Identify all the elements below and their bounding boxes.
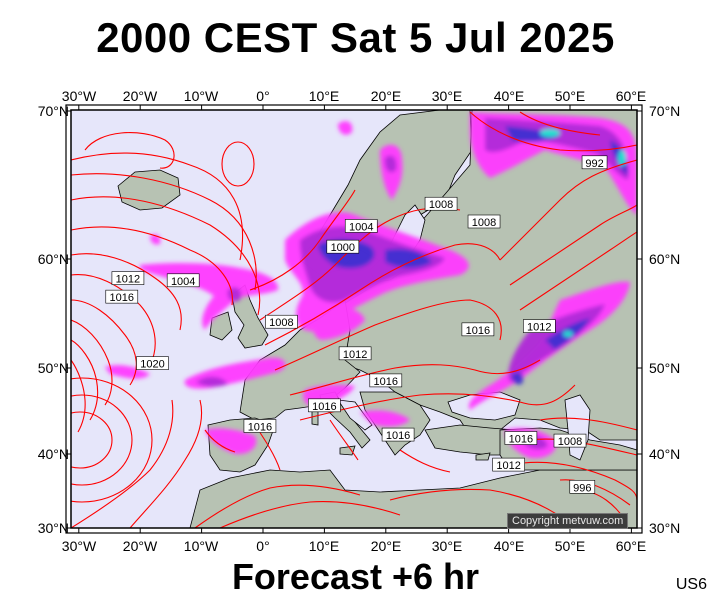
- isobar-labels: 992 1008 1004 1000 1008 1004 1012 1016 1008 1012 1…: [105, 155, 608, 494]
- lon-label-bottom: 30°E: [431, 538, 463, 554]
- isobar-label: 1008: [424, 196, 458, 211]
- copyright-notice: Copyright metvuw.com: [507, 513, 629, 529]
- lon-label-top: 30°E: [431, 88, 463, 104]
- svg-text:1012: 1012: [116, 274, 140, 286]
- isobar-label: 1012: [492, 457, 525, 472]
- isobar-label: 996: [569, 479, 596, 494]
- svg-text:1012: 1012: [343, 349, 367, 361]
- lon-label-top: 20°E: [370, 88, 402, 104]
- lat-label-right: 40°N: [649, 446, 681, 462]
- lat-label-right: 70°N: [649, 103, 681, 119]
- svg-text:1008: 1008: [269, 317, 293, 329]
- isobar-label: 1020: [136, 356, 169, 371]
- lon-label-bottom: 0°: [256, 538, 270, 554]
- isobar-label: 1008: [467, 214, 501, 229]
- svg-text:1004: 1004: [349, 221, 373, 233]
- map-title: 2000 CEST Sat 5 Jul 2025: [96, 14, 615, 61]
- lat-label-left: 40°N: [37, 446, 69, 462]
- lat-label-left: 60°N: [37, 251, 69, 267]
- svg-text:996: 996: [573, 482, 591, 494]
- isobar-label: 1016: [369, 373, 403, 388]
- svg-text:1004: 1004: [171, 276, 195, 288]
- svg-text:1008: 1008: [429, 199, 453, 211]
- ireland: [209, 311, 233, 341]
- isobar-label: 1012: [111, 271, 145, 286]
- svg-text:1016: 1016: [312, 401, 336, 413]
- lat-label-left: 70°N: [37, 103, 69, 119]
- model-code: US6: [675, 576, 707, 593]
- forecast-label: Forecast +6 hr: [231, 556, 480, 597]
- isobar-label: 1016: [105, 289, 139, 304]
- isobar-label: 1016: [504, 431, 538, 446]
- isobar-label: 1012: [522, 319, 556, 334]
- isobar-label: 992: [581, 155, 608, 170]
- lon-label-bottom: 20°W: [122, 538, 158, 554]
- lon-label-top: 50°E: [554, 88, 586, 104]
- lon-label-top: 10°W: [183, 88, 219, 104]
- map-frame: [70, 109, 638, 529]
- isobar-label: 1008: [265, 314, 298, 329]
- lon-label-bottom: 20°E: [370, 538, 402, 554]
- lon-label-top: 0°: [256, 88, 270, 104]
- svg-text:992: 992: [585, 158, 603, 170]
- isobar-label: 1004: [166, 273, 200, 288]
- isobar-label: 1004: [344, 219, 378, 233]
- lat-label-right: 60°N: [649, 251, 681, 267]
- lon-label-top: 10°E: [308, 88, 340, 104]
- svg-text:1008: 1008: [558, 436, 582, 448]
- lat-label-left: 30°N: [37, 520, 69, 536]
- svg-text:1016: 1016: [509, 434, 533, 446]
- svg-text:1020: 1020: [140, 359, 164, 371]
- frame-ticks: [66, 105, 642, 533]
- svg-text:1000: 1000: [331, 242, 355, 254]
- iceland: [117, 169, 181, 211]
- svg-text:1016: 1016: [466, 325, 490, 337]
- svg-text:1012: 1012: [496, 460, 520, 472]
- svg-text:1016: 1016: [386, 430, 410, 442]
- lat-label-right: 50°N: [649, 360, 681, 376]
- lat-label-left: 50°N: [37, 360, 69, 376]
- svg-text:1016: 1016: [374, 376, 398, 388]
- svg-text:1016: 1016: [248, 421, 272, 433]
- isobar-label: 1016: [381, 427, 415, 442]
- isobar-label: 1008: [553, 433, 587, 448]
- lon-label-bottom: 40°E: [493, 538, 525, 554]
- lon-label-bottom: 60°E: [615, 538, 647, 554]
- isobars: [71, 111, 637, 528]
- adriatic: [337, 399, 373, 431]
- lat-label-right: 30°N: [649, 520, 681, 536]
- lon-label-top: 40°E: [493, 88, 525, 104]
- isobar-label: 1016: [308, 398, 341, 413]
- lon-label-top: 30°W: [61, 88, 97, 104]
- isobar-label: 1012: [338, 346, 372, 361]
- lon-label-top: 60°E: [615, 88, 647, 104]
- lon-label-bottom: 50°E: [554, 538, 586, 554]
- lon-label-bottom: 10°W: [183, 538, 219, 554]
- lon-label-bottom: 30°W: [61, 538, 97, 554]
- isobar-label: 1000: [326, 239, 360, 254]
- isobar-label: 1016: [461, 322, 495, 337]
- isobar-label: 1016: [243, 419, 277, 433]
- svg-text:1012: 1012: [527, 322, 551, 334]
- lon-label-top: 20°W: [122, 88, 158, 104]
- svg-text:1008: 1008: [472, 217, 496, 229]
- lon-label-bottom: 10°E: [308, 538, 340, 554]
- svg-text:1016: 1016: [110, 292, 134, 304]
